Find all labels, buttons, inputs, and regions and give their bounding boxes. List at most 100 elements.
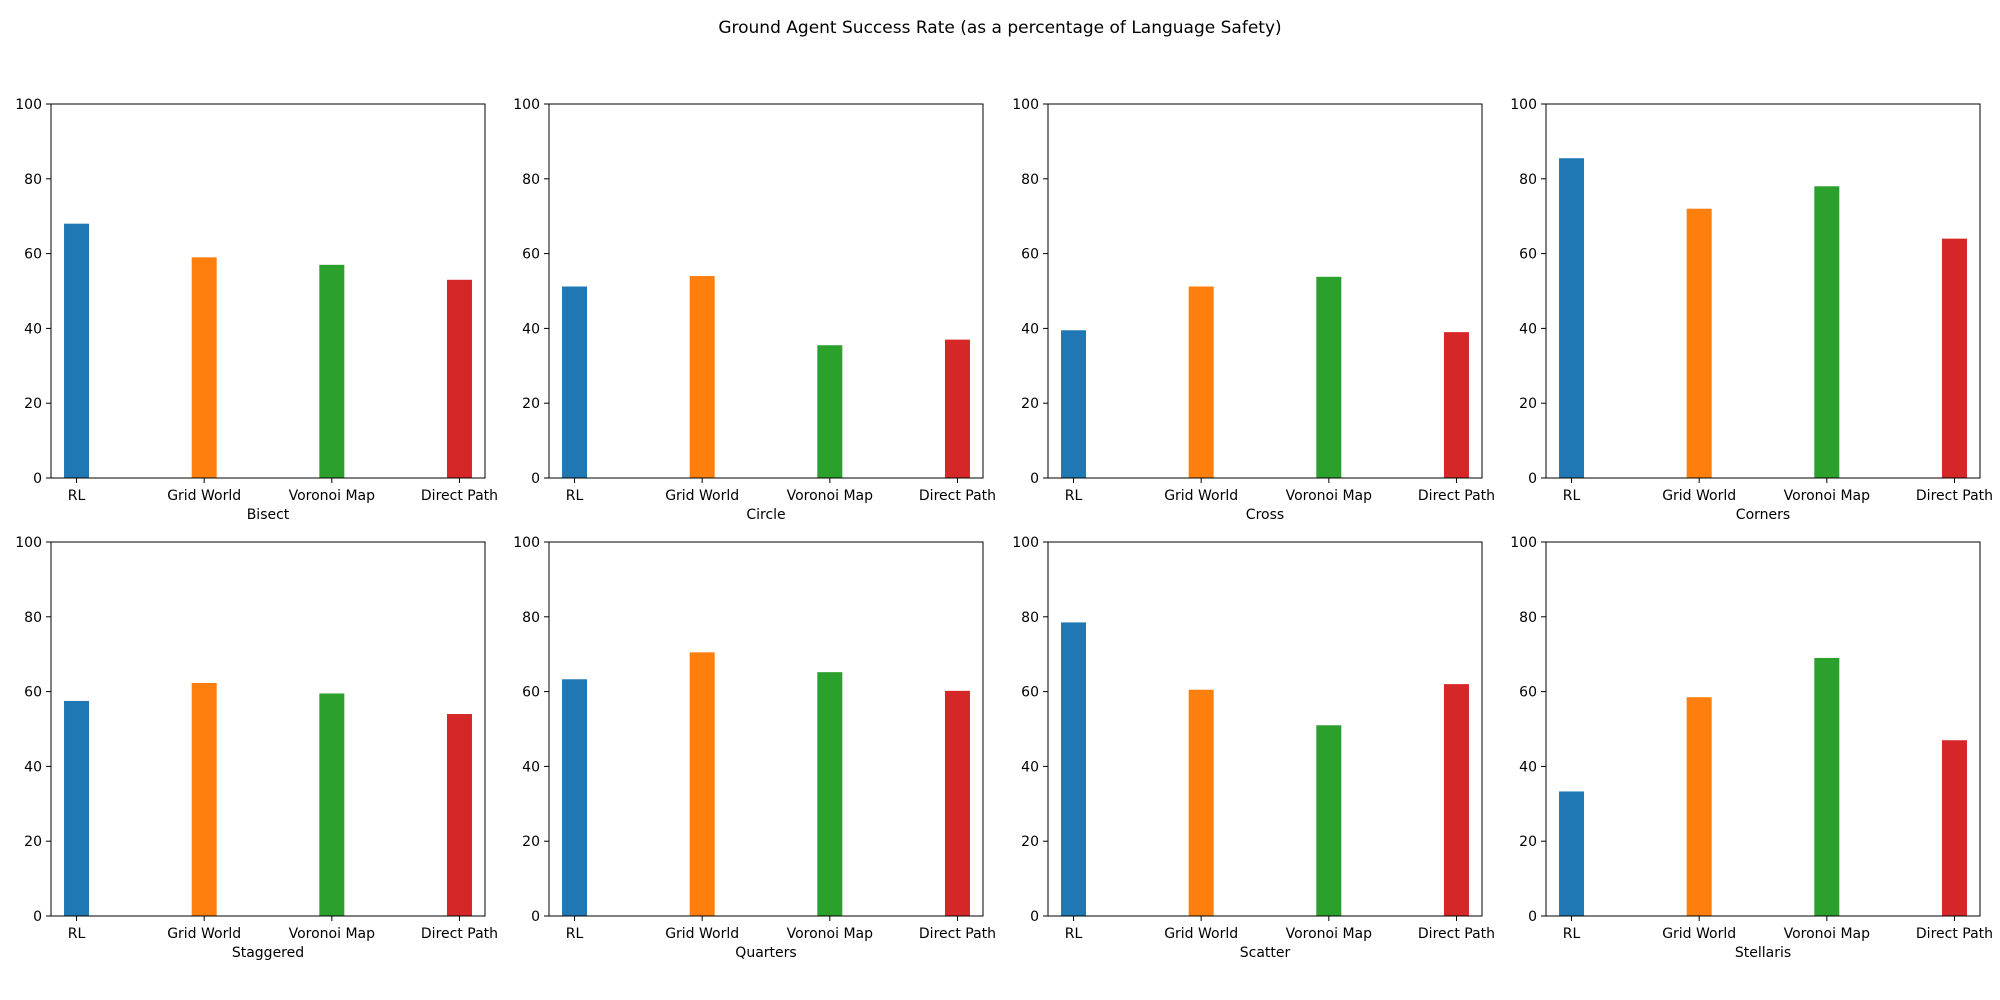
bar-grid-world bbox=[191, 683, 217, 916]
y-tick-label: 20 bbox=[1021, 396, 1039, 412]
subplot-grid: 0 20 40 60 80 100 RL Grid World Voronoi Map Direc… bbox=[15, 97, 1993, 961]
bar-grid-world bbox=[1188, 286, 1214, 478]
y-tick-label: 80 bbox=[1519, 172, 1537, 188]
x-tick-label: Grid World bbox=[665, 926, 739, 942]
bar-voronoi-map bbox=[1316, 276, 1342, 478]
y-tick-label: 20 bbox=[24, 396, 42, 412]
bar-direct-path bbox=[446, 714, 472, 916]
x-tick-label: Grid World bbox=[1164, 926, 1238, 942]
subplot-scatter: 0 20 40 60 80 100 RL Grid World Voronoi Map Direc… bbox=[1012, 535, 1495, 961]
x-tick-label: Direct Path bbox=[919, 488, 996, 504]
bar-rl bbox=[64, 700, 90, 916]
y-tick-label: 20 bbox=[1519, 396, 1537, 412]
y-tick-label: 60 bbox=[1021, 247, 1039, 263]
y-tick-label: 100 bbox=[1510, 97, 1537, 113]
y-tick-label: 20 bbox=[1519, 834, 1537, 850]
y-tick-label: 60 bbox=[24, 247, 42, 263]
y-tick-label: 100 bbox=[513, 97, 540, 113]
y-tick-label: 80 bbox=[24, 172, 42, 188]
x-tick-label: Voronoi Map bbox=[1286, 926, 1373, 942]
y-tick-label: 0 bbox=[33, 909, 42, 925]
subplot-cross: 0 20 40 60 80 100 RL Grid World Voronoi Map Direc… bbox=[1012, 97, 1495, 523]
x-tick-label: Grid World bbox=[167, 488, 241, 504]
y-tick-label: 0 bbox=[531, 471, 540, 487]
bar-grid-world bbox=[689, 652, 715, 916]
x-tick-label: Voronoi Map bbox=[787, 926, 874, 942]
y-tick-label: 80 bbox=[1519, 610, 1537, 626]
x-axis-label: Staggered bbox=[232, 945, 304, 961]
y-tick-label: 100 bbox=[513, 535, 540, 551]
axes-frame bbox=[548, 103, 984, 479]
bar-grid-world bbox=[191, 257, 217, 478]
x-tick-label: RL bbox=[68, 488, 86, 504]
y-tick-label: 80 bbox=[1021, 610, 1039, 626]
y-tick-label: 0 bbox=[33, 471, 42, 487]
bar-rl bbox=[562, 679, 588, 916]
x-tick-label: RL bbox=[566, 926, 584, 942]
x-tick-label: Direct Path bbox=[919, 926, 996, 942]
y-tick-label: 40 bbox=[522, 321, 540, 337]
x-tick-label: Grid World bbox=[665, 488, 739, 504]
y-tick-label: 40 bbox=[24, 759, 42, 775]
x-axis-label: Bisect bbox=[247, 507, 290, 523]
y-tick-label: 40 bbox=[1021, 321, 1039, 337]
bar-direct-path bbox=[1941, 238, 1967, 478]
y-tick-label: 0 bbox=[1030, 471, 1039, 487]
y-tick-label: 0 bbox=[1528, 471, 1537, 487]
x-axis-label: Corners bbox=[1736, 507, 1790, 523]
y-tick-label: 80 bbox=[1021, 172, 1039, 188]
bar-rl bbox=[1061, 622, 1087, 916]
subplot-bisect: 0 20 40 60 80 100 RL Grid World Voronoi Map Direc… bbox=[15, 97, 498, 523]
bar-direct-path bbox=[944, 690, 970, 916]
bar-voronoi-map bbox=[1814, 186, 1840, 478]
x-tick-label: Direct Path bbox=[421, 926, 498, 942]
x-tick-label: Voronoi Map bbox=[1784, 926, 1871, 942]
y-tick-label: 20 bbox=[522, 834, 540, 850]
y-tick-label: 100 bbox=[15, 535, 42, 551]
y-tick-label: 40 bbox=[522, 759, 540, 775]
x-tick-label: Voronoi Map bbox=[1286, 488, 1373, 504]
x-tick-label: Voronoi Map bbox=[787, 488, 874, 504]
y-tick-label: 40 bbox=[1519, 321, 1537, 337]
x-tick-label: RL bbox=[1563, 488, 1581, 504]
x-tick-label: Grid World bbox=[1662, 926, 1736, 942]
bar-grid-world bbox=[1188, 689, 1214, 916]
x-tick-label: Voronoi Map bbox=[1784, 488, 1871, 504]
subplot-corners: 0 20 40 60 80 100 RL Grid World Voronoi Map Direc… bbox=[1510, 97, 1993, 523]
y-tick-label: 40 bbox=[24, 321, 42, 337]
bar-voronoi-map bbox=[319, 693, 345, 916]
bar-rl bbox=[1061, 330, 1087, 478]
y-tick-label: 100 bbox=[1012, 97, 1039, 113]
bar-voronoi-map bbox=[817, 672, 843, 916]
bar-direct-path bbox=[1443, 332, 1469, 478]
x-tick-label: RL bbox=[1065, 926, 1083, 942]
y-tick-label: 60 bbox=[1021, 685, 1039, 701]
bar-voronoi-map bbox=[817, 345, 843, 478]
bar-grid-world bbox=[1686, 697, 1712, 916]
y-tick-label: 0 bbox=[531, 909, 540, 925]
x-tick-label: RL bbox=[1065, 488, 1083, 504]
axes-frame bbox=[50, 103, 486, 479]
y-tick-label: 80 bbox=[522, 610, 540, 626]
y-tick-label: 40 bbox=[1021, 759, 1039, 775]
y-tick-label: 20 bbox=[522, 396, 540, 412]
subplot-staggered: 0 20 40 60 80 100 RL Grid World Voronoi Map Direc… bbox=[15, 535, 498, 961]
x-axis-label: Scatter bbox=[1240, 945, 1291, 961]
bar-rl bbox=[1559, 791, 1585, 916]
axes-frame bbox=[548, 541, 984, 917]
bar-direct-path bbox=[1443, 684, 1469, 916]
axes-frame bbox=[1047, 103, 1483, 479]
y-tick-label: 60 bbox=[1519, 247, 1537, 263]
bar-direct-path bbox=[446, 279, 472, 478]
bar-rl bbox=[1559, 158, 1585, 479]
figure-title: Ground Agent Success Rate (as a percenta… bbox=[718, 18, 1281, 38]
x-tick-label: Direct Path bbox=[421, 488, 498, 504]
axes-frame bbox=[1047, 541, 1483, 917]
x-tick-label: Voronoi Map bbox=[289, 926, 376, 942]
subplot-quarters: 0 20 40 60 80 100 RL Grid World Voronoi Map Direc… bbox=[513, 535, 996, 961]
y-tick-label: 20 bbox=[24, 834, 42, 850]
subplot-stellaris: 0 20 40 60 80 100 RL Grid World Voronoi Map Direc… bbox=[1510, 535, 1993, 961]
bar-voronoi-map bbox=[319, 264, 345, 478]
y-tick-label: 80 bbox=[24, 610, 42, 626]
bar-direct-path bbox=[1941, 740, 1967, 916]
